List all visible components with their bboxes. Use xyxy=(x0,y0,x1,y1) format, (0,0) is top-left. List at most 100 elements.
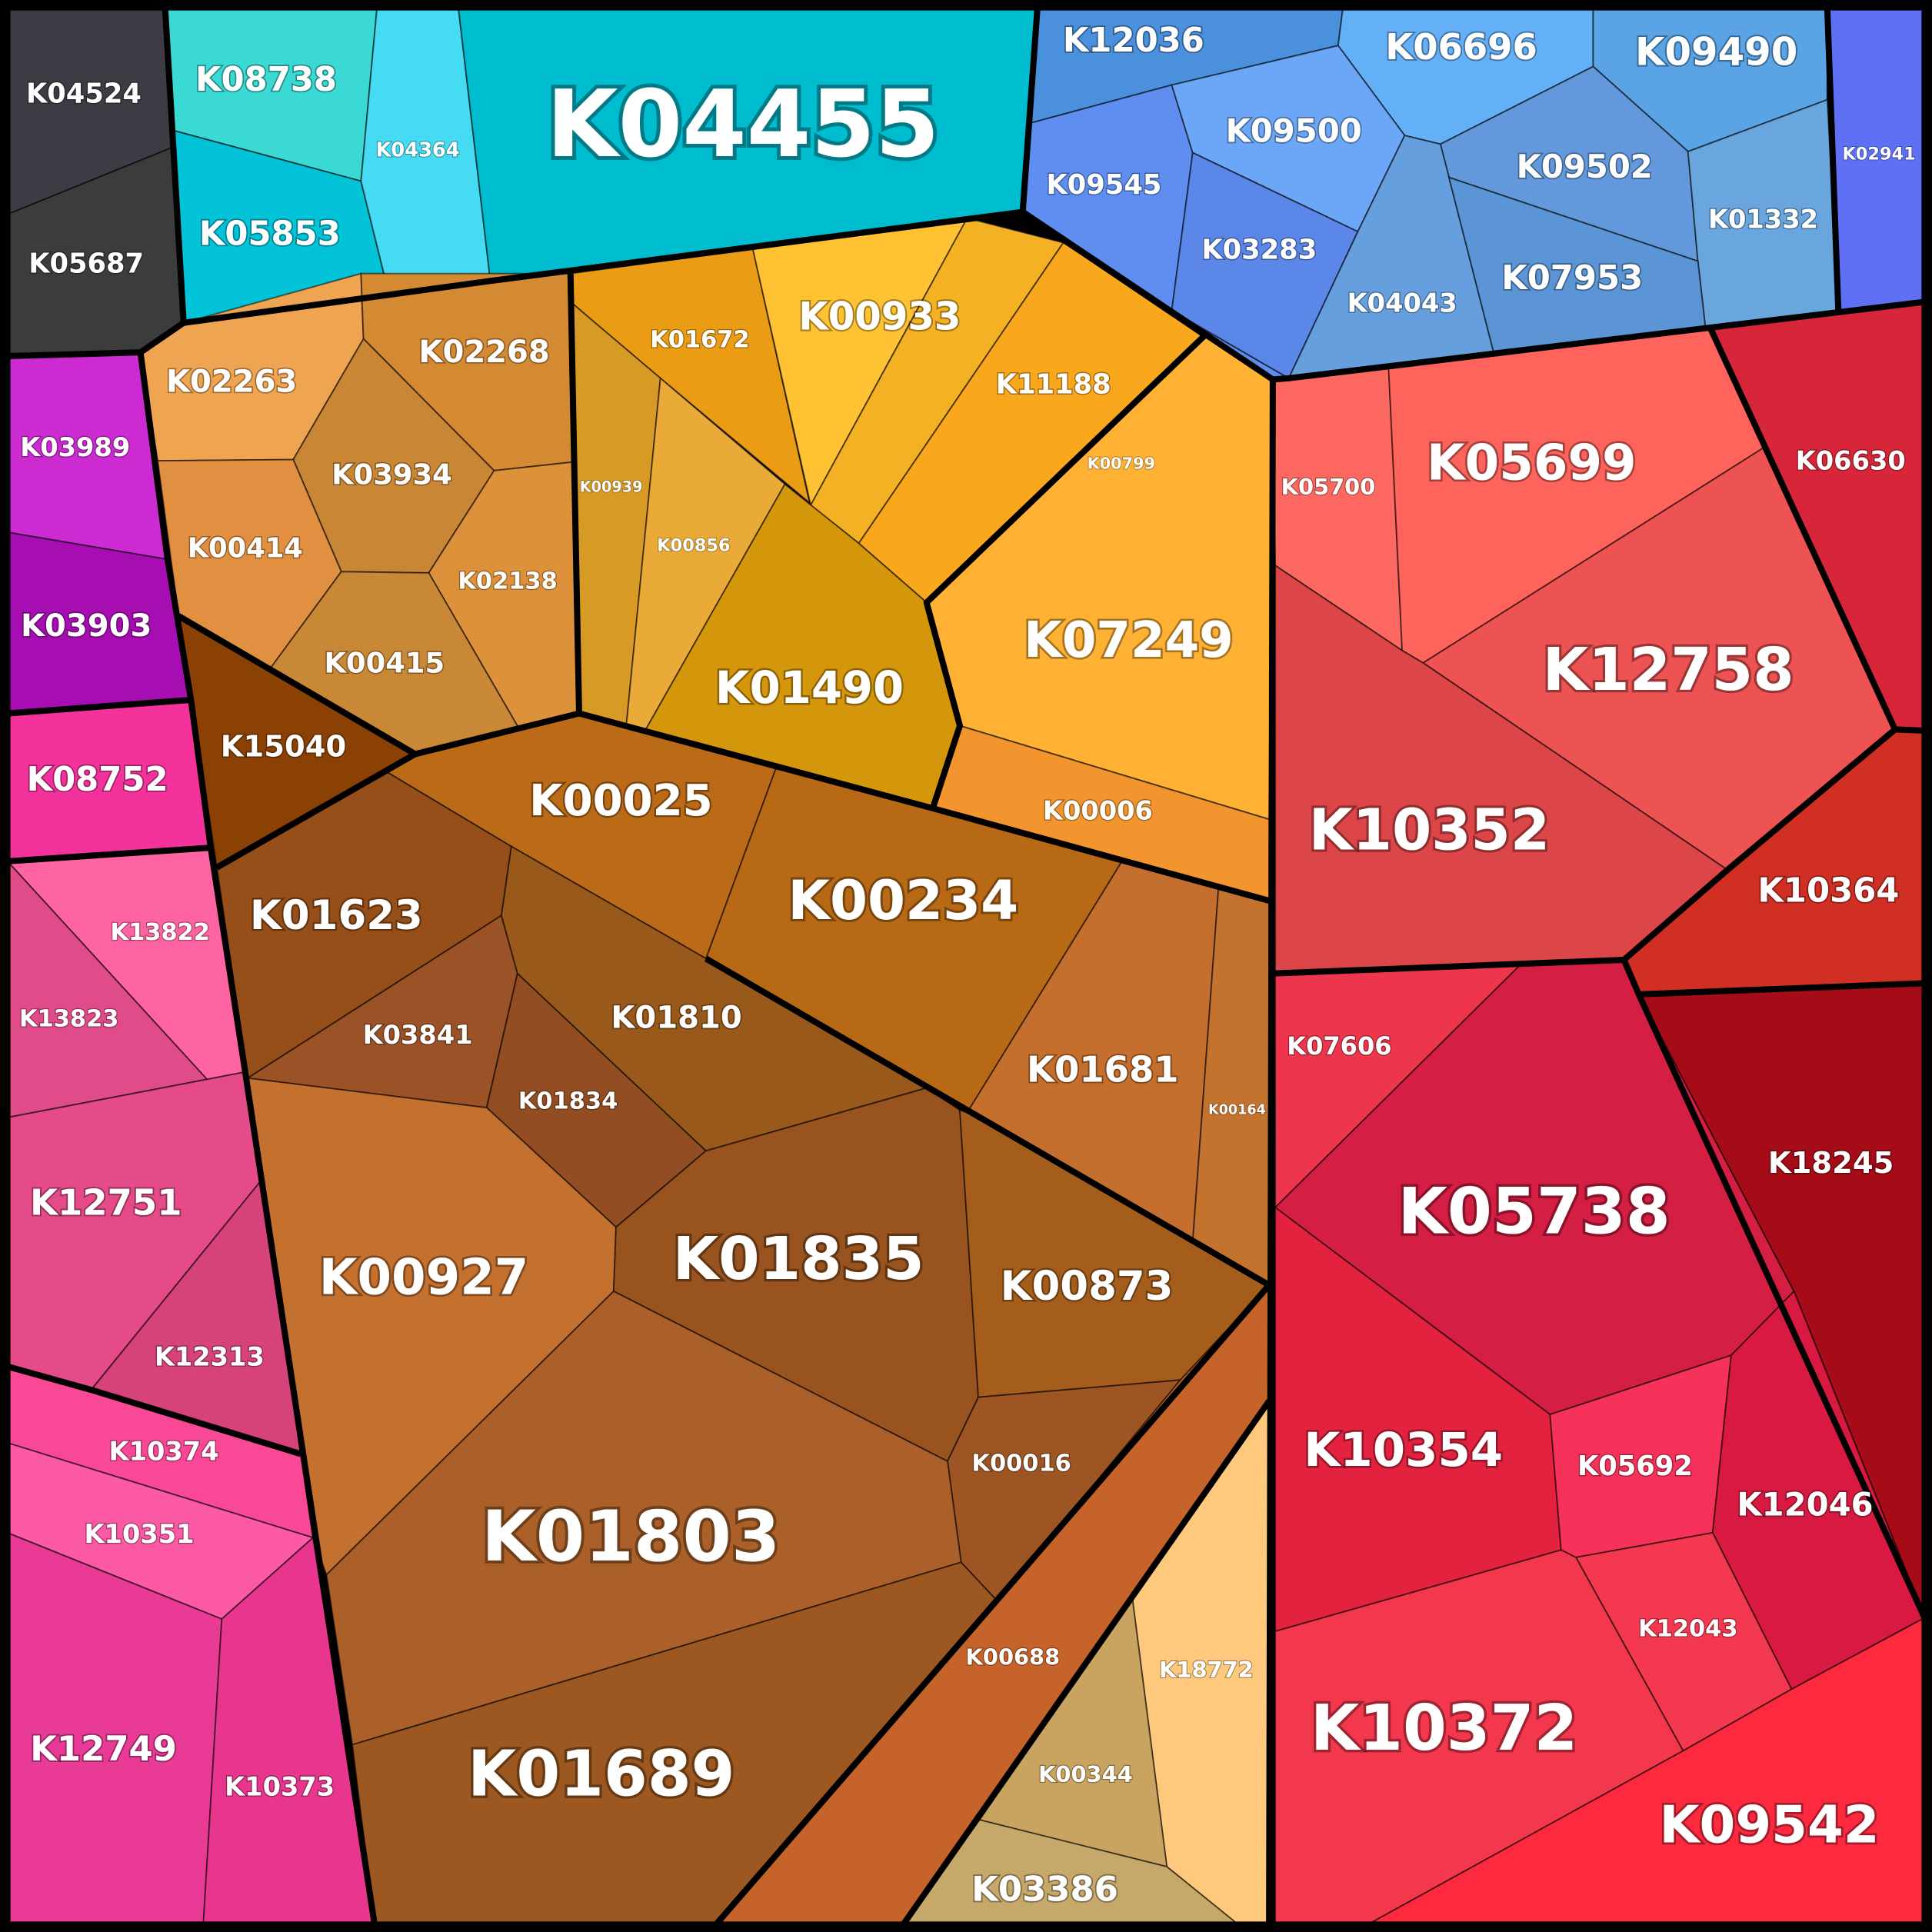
cell-label-k01834: K01834 xyxy=(518,1088,618,1115)
cell-label-k12749: K12749 xyxy=(30,1728,177,1769)
cell-k01803 xyxy=(325,1290,962,1746)
cell-label-k12046: K12046 xyxy=(1737,1486,1873,1524)
cell-label-k13822: K13822 xyxy=(111,919,210,946)
cell-label-k00016: K00016 xyxy=(971,1451,1071,1477)
group-border-8 xyxy=(1707,326,1898,731)
group-border-9 xyxy=(1638,980,1925,998)
group-border-7 xyxy=(1621,726,1925,963)
cell-label-k03386: K03386 xyxy=(971,1868,1118,1909)
cell-label-k00873: K00873 xyxy=(1001,1263,1174,1310)
group-border-5 xyxy=(1266,379,1276,1925)
group-border-20 xyxy=(901,1399,1272,1927)
cell-label-k03841: K03841 xyxy=(363,1020,473,1050)
cell-label-k00688: K00688 xyxy=(966,1644,1061,1671)
cell-label-k01835: K01835 xyxy=(673,1225,924,1294)
cell-label-k01490: K01490 xyxy=(715,661,904,714)
cell-label-k15040: K15040 xyxy=(221,729,347,764)
labels-layer: K04524 K05687 K08738 K05853 K04364 K04455 K120… xyxy=(18,20,1917,1910)
cell-label-k10351: K10351 xyxy=(85,1519,195,1549)
group-border-12 xyxy=(7,844,212,864)
group-border-14 xyxy=(567,273,1271,904)
cell-label-k12043: K12043 xyxy=(1638,1615,1737,1642)
cell-label-k05738: K05738 xyxy=(1397,1174,1670,1248)
cell-label-k08752: K08752 xyxy=(27,761,168,799)
cell-label-k04455: K04455 xyxy=(546,71,939,178)
cell-label-k01681: K01681 xyxy=(1027,1049,1179,1091)
cell-label-k01623: K01623 xyxy=(250,892,423,939)
cell-label-k09545: K09545 xyxy=(1046,169,1161,201)
cell-label-k11188: K11188 xyxy=(996,368,1111,400)
cell-label-k06696: K06696 xyxy=(1385,26,1537,68)
cell-label-k09490: K09490 xyxy=(1635,29,1797,74)
cell-label-k00164: K00164 xyxy=(1208,1102,1266,1118)
cell-label-k07249: K07249 xyxy=(1024,612,1234,669)
cell-label-k00344: K00344 xyxy=(1038,1761,1133,1787)
group-border-10 xyxy=(137,351,378,1925)
cell-label-k04043: K04043 xyxy=(1347,288,1457,318)
cell-label-k13823: K13823 xyxy=(19,1005,118,1032)
cell-label-k05699: K05699 xyxy=(1427,435,1637,491)
cell-label-k09542: K09542 xyxy=(1659,1795,1879,1855)
cell-label-k10364: K10364 xyxy=(1757,871,1899,910)
cell-label-k08738: K08738 xyxy=(195,61,337,99)
cell-label-k10354: K10354 xyxy=(1304,1423,1503,1477)
cell-label-k04524: K04524 xyxy=(26,78,142,109)
cell-label-k06630: K06630 xyxy=(1796,446,1906,476)
group-border-2 xyxy=(183,7,1041,326)
cell-label-k10373: K10373 xyxy=(225,1771,335,1801)
cell-label-k12036: K12036 xyxy=(1063,22,1204,60)
cell-label-k12313: K12313 xyxy=(155,1341,265,1371)
cell-label-k05853: K05853 xyxy=(199,215,341,253)
cell-label-k01803: K01803 xyxy=(481,1495,780,1577)
cell-label-k00799: K00799 xyxy=(1088,454,1156,472)
group-border-4 xyxy=(1824,7,1842,312)
cell-label-k10374: K10374 xyxy=(109,1437,219,1467)
group-border-17 xyxy=(923,209,1208,810)
cell-label-k01689: K01689 xyxy=(468,1737,735,1810)
group-border-16 xyxy=(215,751,417,871)
cell-label-k05687: K05687 xyxy=(28,248,144,279)
group-border-18 xyxy=(704,955,1271,1288)
cell-label-k04364: K04364 xyxy=(376,138,460,162)
cell-label-k05692: K05692 xyxy=(1577,1451,1693,1482)
cell-label-k05700: K05700 xyxy=(1281,474,1376,500)
cell-label-k00414: K00414 xyxy=(188,532,303,564)
cell-label-k00006: K00006 xyxy=(1043,796,1153,826)
cell-label-k00933: K00933 xyxy=(798,295,961,339)
group-border-0 xyxy=(4,4,1928,1928)
cell-label-k00234: K00234 xyxy=(788,869,1018,932)
group-border-13 xyxy=(6,1363,302,1457)
cell-label-k07953: K07953 xyxy=(1501,259,1643,298)
cell-label-k12751: K12751 xyxy=(30,1182,182,1224)
group-border-1 xyxy=(7,7,187,359)
group-border-11 xyxy=(7,696,192,717)
cell-label-k02263: K02263 xyxy=(166,365,297,400)
cell-label-k00927: K00927 xyxy=(319,1249,529,1306)
cell-label-k00025: K00025 xyxy=(529,776,713,826)
cell-label-k09500: K09500 xyxy=(1226,112,1362,149)
cell-label-k03903: K03903 xyxy=(21,608,152,644)
cell-label-k10372: K10372 xyxy=(1311,1692,1578,1765)
cell-label-k00415: K00415 xyxy=(325,646,445,679)
cell-label-k02941: K02941 xyxy=(1842,144,1915,164)
cell-label-k00939: K00939 xyxy=(580,478,643,495)
cells-layer xyxy=(5,6,1926,1926)
cell-label-k18245: K18245 xyxy=(1768,1146,1894,1181)
cell-label-k07606: K07606 xyxy=(1287,1031,1391,1061)
group-borders xyxy=(4,4,1928,1928)
cell-label-k02138: K02138 xyxy=(458,568,557,595)
cell-label-k18772: K18772 xyxy=(1159,1657,1254,1683)
cell-label-k03283: K03283 xyxy=(1201,235,1317,266)
cell-label-k12758: K12758 xyxy=(1543,636,1794,705)
cell-label-k03989: K03989 xyxy=(20,432,130,462)
cell-label-k01332: K01332 xyxy=(1708,205,1818,235)
cell-label-k01672: K01672 xyxy=(650,327,749,354)
cell-label-k01810: K01810 xyxy=(611,1000,741,1035)
group-border-6 xyxy=(1274,956,1928,1620)
cell-label-k10352: K10352 xyxy=(1309,798,1550,863)
cell-label-k09502: K09502 xyxy=(1517,148,1653,185)
cell-label-k00856: K00856 xyxy=(657,536,730,556)
cell-label-k03934: K03934 xyxy=(331,458,452,491)
group-border-19 xyxy=(713,1283,1272,1927)
